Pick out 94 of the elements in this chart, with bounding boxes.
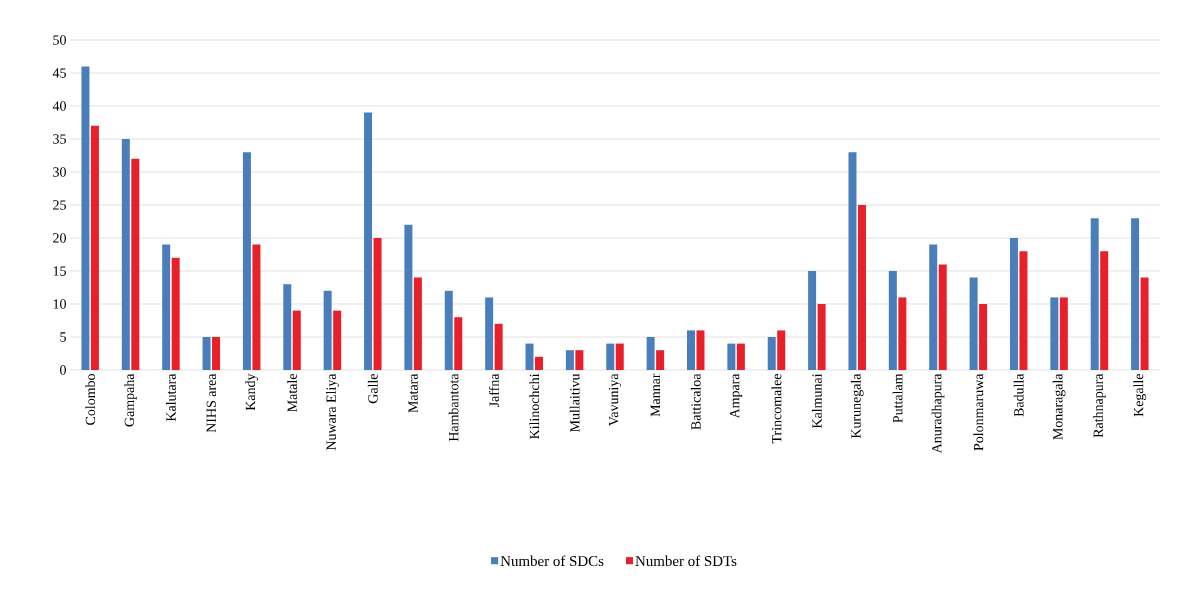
y-tick-label: 15 [53,266,66,276]
bar [606,343,615,370]
x-tick-label: Kilinochchi [529,373,540,439]
x-tick-label: Hambantota [448,373,459,442]
bar [938,264,947,370]
bar [162,244,171,370]
y-tick-label: 5 [60,332,66,342]
bar [283,284,292,370]
bar [687,330,695,370]
bar [575,350,584,370]
bar [494,323,503,370]
bar [454,317,463,370]
bar [1009,238,1018,370]
y-tick-label: 25 [53,200,66,210]
bar [444,290,453,370]
bar [121,139,130,370]
bar [615,343,624,370]
x-tick-label: Galle [367,374,378,404]
x-tick-label: Kalmunai [811,373,822,429]
x-tick-label: Jaffna [488,373,499,408]
bar [212,337,221,370]
x-tick-label: Ampara [730,373,743,419]
bar [565,350,574,370]
bar [413,277,422,370]
bar [777,330,786,370]
bar [727,343,736,370]
bar [81,66,90,370]
x-tick-label: Kandy [245,373,259,411]
bar [929,244,938,370]
bar [857,205,866,370]
y-tick-label: 10 [53,299,66,309]
x-tick-label: Batticaloa [690,373,701,430]
x-tick-label: NIHS area [206,373,216,433]
bar [656,350,665,370]
bar [817,304,826,370]
bar [767,337,776,370]
bar [898,297,907,370]
y-tick-label: 35 [53,134,66,144]
bar [323,290,332,370]
x-tick-label: Nuwara Eliya [326,373,339,451]
bar [364,112,373,370]
legend-label: Number of SDCs [500,555,604,567]
bar [969,277,978,370]
y-tick-label: 40 [52,101,66,111]
bar [242,152,251,370]
bar [171,257,180,370]
bar [535,356,544,370]
x-tick-label: Monaragala [1052,373,1066,440]
bar [646,337,655,370]
bar [1131,218,1140,370]
bar [1059,297,1068,370]
bar [1019,251,1028,370]
x-tick-label: Rathnapura [1093,373,1106,438]
bar [888,271,897,370]
bar [1050,297,1059,370]
x-tick-label: Kurunegala [850,373,864,439]
x-tick-label: Polonmaruwa [973,373,984,451]
x-tick-label: Matara [408,373,418,413]
x-tick-label: Badulla [1013,373,1024,417]
y-tick-label: 50 [53,35,66,45]
bar [485,297,494,370]
legend-label: Number of SDTs [635,555,737,567]
x-tick-label: Kegalle [1133,374,1147,417]
bar [333,310,342,370]
x-tick-label: Vavuniya [608,373,622,427]
bar [979,304,988,370]
x-tick-label: Mannar [650,373,661,417]
bar [292,310,301,370]
bar [808,271,817,370]
bar [1100,251,1109,370]
x-tick-label: Anuradhapura [931,373,945,454]
x-tick-label: Puttalam [892,373,903,423]
bar [202,337,211,370]
x-tick-label: Mullaitivu [569,373,580,432]
y-tick-label: 0 [60,365,66,375]
x-tick-label: Trincomalee [771,373,782,444]
bar [848,152,857,370]
y-tick-label: 20 [53,233,66,243]
x-tick-label: Gampaha [124,373,137,427]
x-tick-label: Kalutara [166,373,176,422]
bar [404,224,413,370]
bar [373,238,382,370]
y-tick-label: 30 [53,167,66,177]
bar [1090,218,1099,370]
bar [525,343,534,370]
bar [131,158,140,370]
y-tick-label: 45 [52,68,66,78]
bar [90,125,99,370]
bar [252,244,261,370]
bar [736,343,745,370]
bar [1140,277,1149,370]
bar [696,330,705,370]
x-tick-label: Matale [287,374,297,412]
x-tick-label: Colombo [85,374,96,425]
